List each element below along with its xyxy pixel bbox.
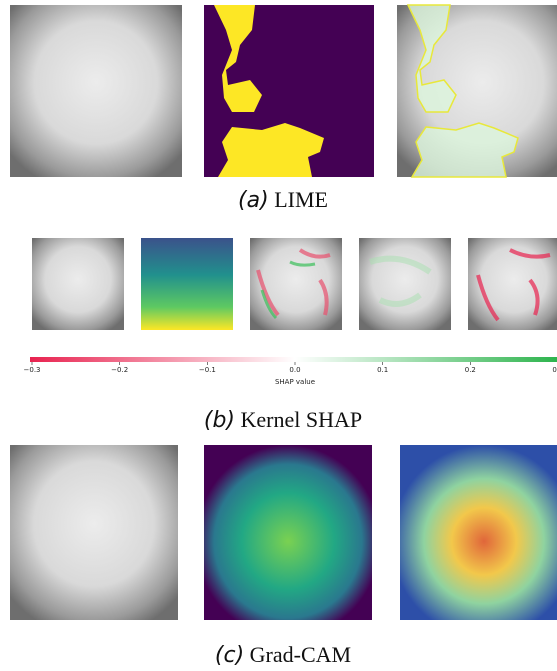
colorbar <box>30 357 557 362</box>
input-image <box>32 238 124 330</box>
tick-label: −0.2 <box>111 366 128 374</box>
tick-label: −0.1 <box>199 366 216 374</box>
figure: (a) LIME −0.3 −0.2 −0.1 0.0 0.1 0.2 0.3 SHAP v… <box>0 0 557 671</box>
caption-name: Kernel SHAP <box>241 407 363 432</box>
segmentation <box>141 238 233 330</box>
colorbar-ticks: −0.3 −0.2 −0.1 0.0 0.1 0.2 0.3 <box>24 362 557 374</box>
tick-label: 0.2 <box>465 366 476 374</box>
caption-name: Grad-CAM <box>250 642 351 667</box>
input-image <box>10 5 182 177</box>
colorbar-label: SHAP value <box>275 378 315 386</box>
caption-name: LIME <box>274 187 328 212</box>
caption-a: (a) LIME <box>238 187 328 213</box>
input-image <box>10 445 178 620</box>
caption-tag: (c) <box>215 643 244 668</box>
gradcam-heatmap <box>204 445 372 620</box>
tick-label: 0.0 <box>289 366 300 374</box>
caption-c: (c) Grad-CAM <box>215 642 351 668</box>
tick-label: 0.3 <box>552 366 557 374</box>
page: {"panels": [ {"tag": "(a)", "name": "LIM… <box>0 0 557 671</box>
tick-label: 0.1 <box>377 366 388 374</box>
caption-tag: (a) <box>238 188 269 213</box>
tick-label: −0.3 <box>24 366 41 374</box>
caption-tag: (b) <box>204 408 235 433</box>
shap-map <box>359 238 451 330</box>
gradcam-overlay <box>400 445 557 620</box>
caption-b: (b) Kernel SHAP <box>204 407 362 433</box>
